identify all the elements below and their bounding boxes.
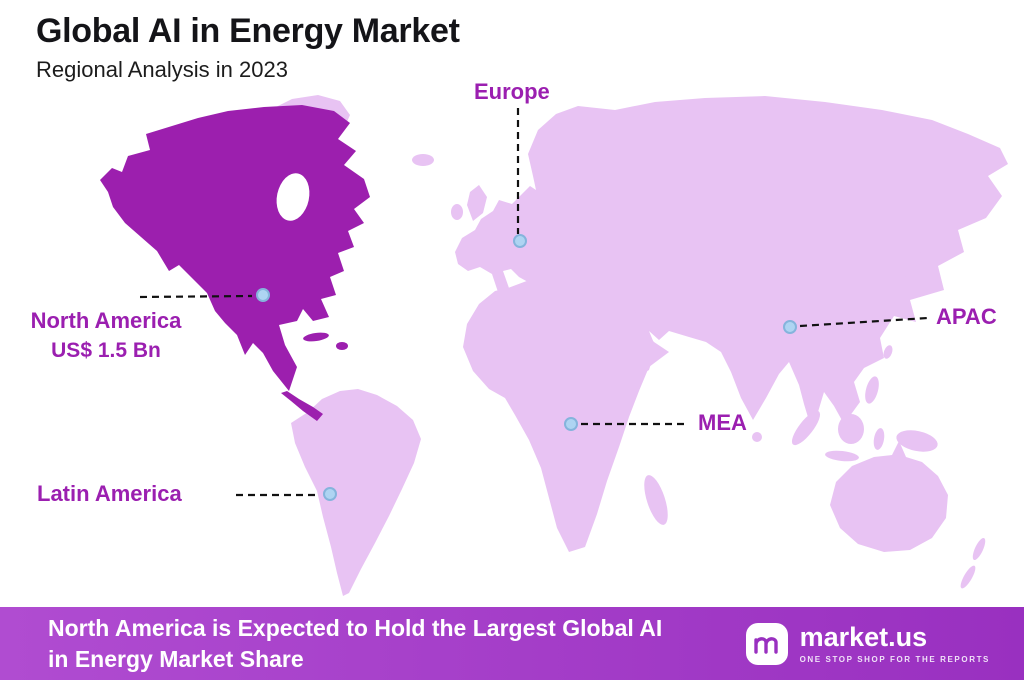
footer-banner: North America is Expected to Hold the La… bbox=[0, 607, 1024, 680]
island-ireland bbox=[451, 204, 463, 220]
island-taiwan bbox=[883, 345, 893, 359]
region-north-america-group bbox=[100, 105, 370, 421]
island-sri-lanka bbox=[752, 432, 762, 442]
island-madagascar bbox=[644, 475, 668, 525]
marketus-m-icon bbox=[745, 622, 788, 665]
label-north-america-name: North America bbox=[30, 308, 182, 333]
leader-line-north-america bbox=[139, 294, 253, 299]
region-south-america bbox=[291, 389, 421, 596]
marker-latin-america bbox=[323, 487, 337, 501]
island-sulawesi bbox=[873, 428, 885, 450]
leader-lines bbox=[139, 108, 929, 497]
region-oceania bbox=[830, 441, 986, 589]
label-mea: MEA bbox=[698, 410, 747, 435]
island-hispaniola bbox=[336, 342, 348, 350]
island-philippines bbox=[865, 376, 879, 404]
label-north-america-value: US$ 1.5 Bn bbox=[51, 338, 161, 362]
label-latin-america: Latin America bbox=[37, 481, 182, 506]
island-borneo bbox=[838, 414, 864, 444]
island-japan-kyushu bbox=[894, 286, 910, 308]
island-uk bbox=[467, 185, 487, 221]
marker-europe bbox=[513, 234, 527, 248]
page-subtitle: Regional Analysis in 2023 bbox=[36, 57, 288, 82]
island-cuba bbox=[303, 332, 329, 342]
island-java bbox=[825, 450, 859, 462]
hudson-bay bbox=[276, 173, 310, 221]
label-europe: Europe bbox=[474, 79, 550, 104]
brand-text: market.us ONE STOP SHOP FOR THE REPORTS bbox=[799, 622, 990, 664]
banner-line-2: in Energy Market Share bbox=[48, 645, 304, 672]
island-sumatra bbox=[791, 410, 821, 446]
marker-mea bbox=[564, 417, 578, 431]
island-new-zealand-north bbox=[972, 537, 986, 561]
brand-tagline: ONE STOP SHOP FOR THE REPORTS bbox=[799, 654, 990, 664]
leader-line-apac bbox=[799, 316, 929, 328]
island-iceland bbox=[412, 154, 434, 166]
marker-north-america bbox=[256, 288, 270, 302]
banner-text: North America is Expected to Hold the La… bbox=[48, 613, 662, 674]
island-new-guinea bbox=[896, 430, 938, 452]
marker-apac bbox=[783, 320, 797, 334]
map-islands bbox=[412, 154, 938, 525]
banner-line-1: North America is Expected to Hold the La… bbox=[48, 615, 663, 642]
brand-name: market.us bbox=[799, 622, 928, 653]
island-new-zealand-south bbox=[960, 565, 976, 589]
label-north-america: North America US$ 1.5 Bn bbox=[6, 307, 206, 364]
region-eurasia bbox=[455, 96, 1008, 424]
header: Global AI in Energy Market Regional Anal… bbox=[36, 12, 460, 83]
island-japan-honshu bbox=[905, 252, 923, 282]
markers bbox=[256, 234, 797, 501]
brand-lockup: market.us ONE STOP SHOP FOR THE REPORTS bbox=[745, 622, 990, 666]
region-central-america bbox=[281, 391, 323, 421]
region-africa bbox=[463, 279, 669, 552]
label-apac: APAC bbox=[936, 304, 997, 329]
region-australia bbox=[830, 441, 948, 552]
page-title: Global AI in Energy Market bbox=[36, 12, 460, 50]
